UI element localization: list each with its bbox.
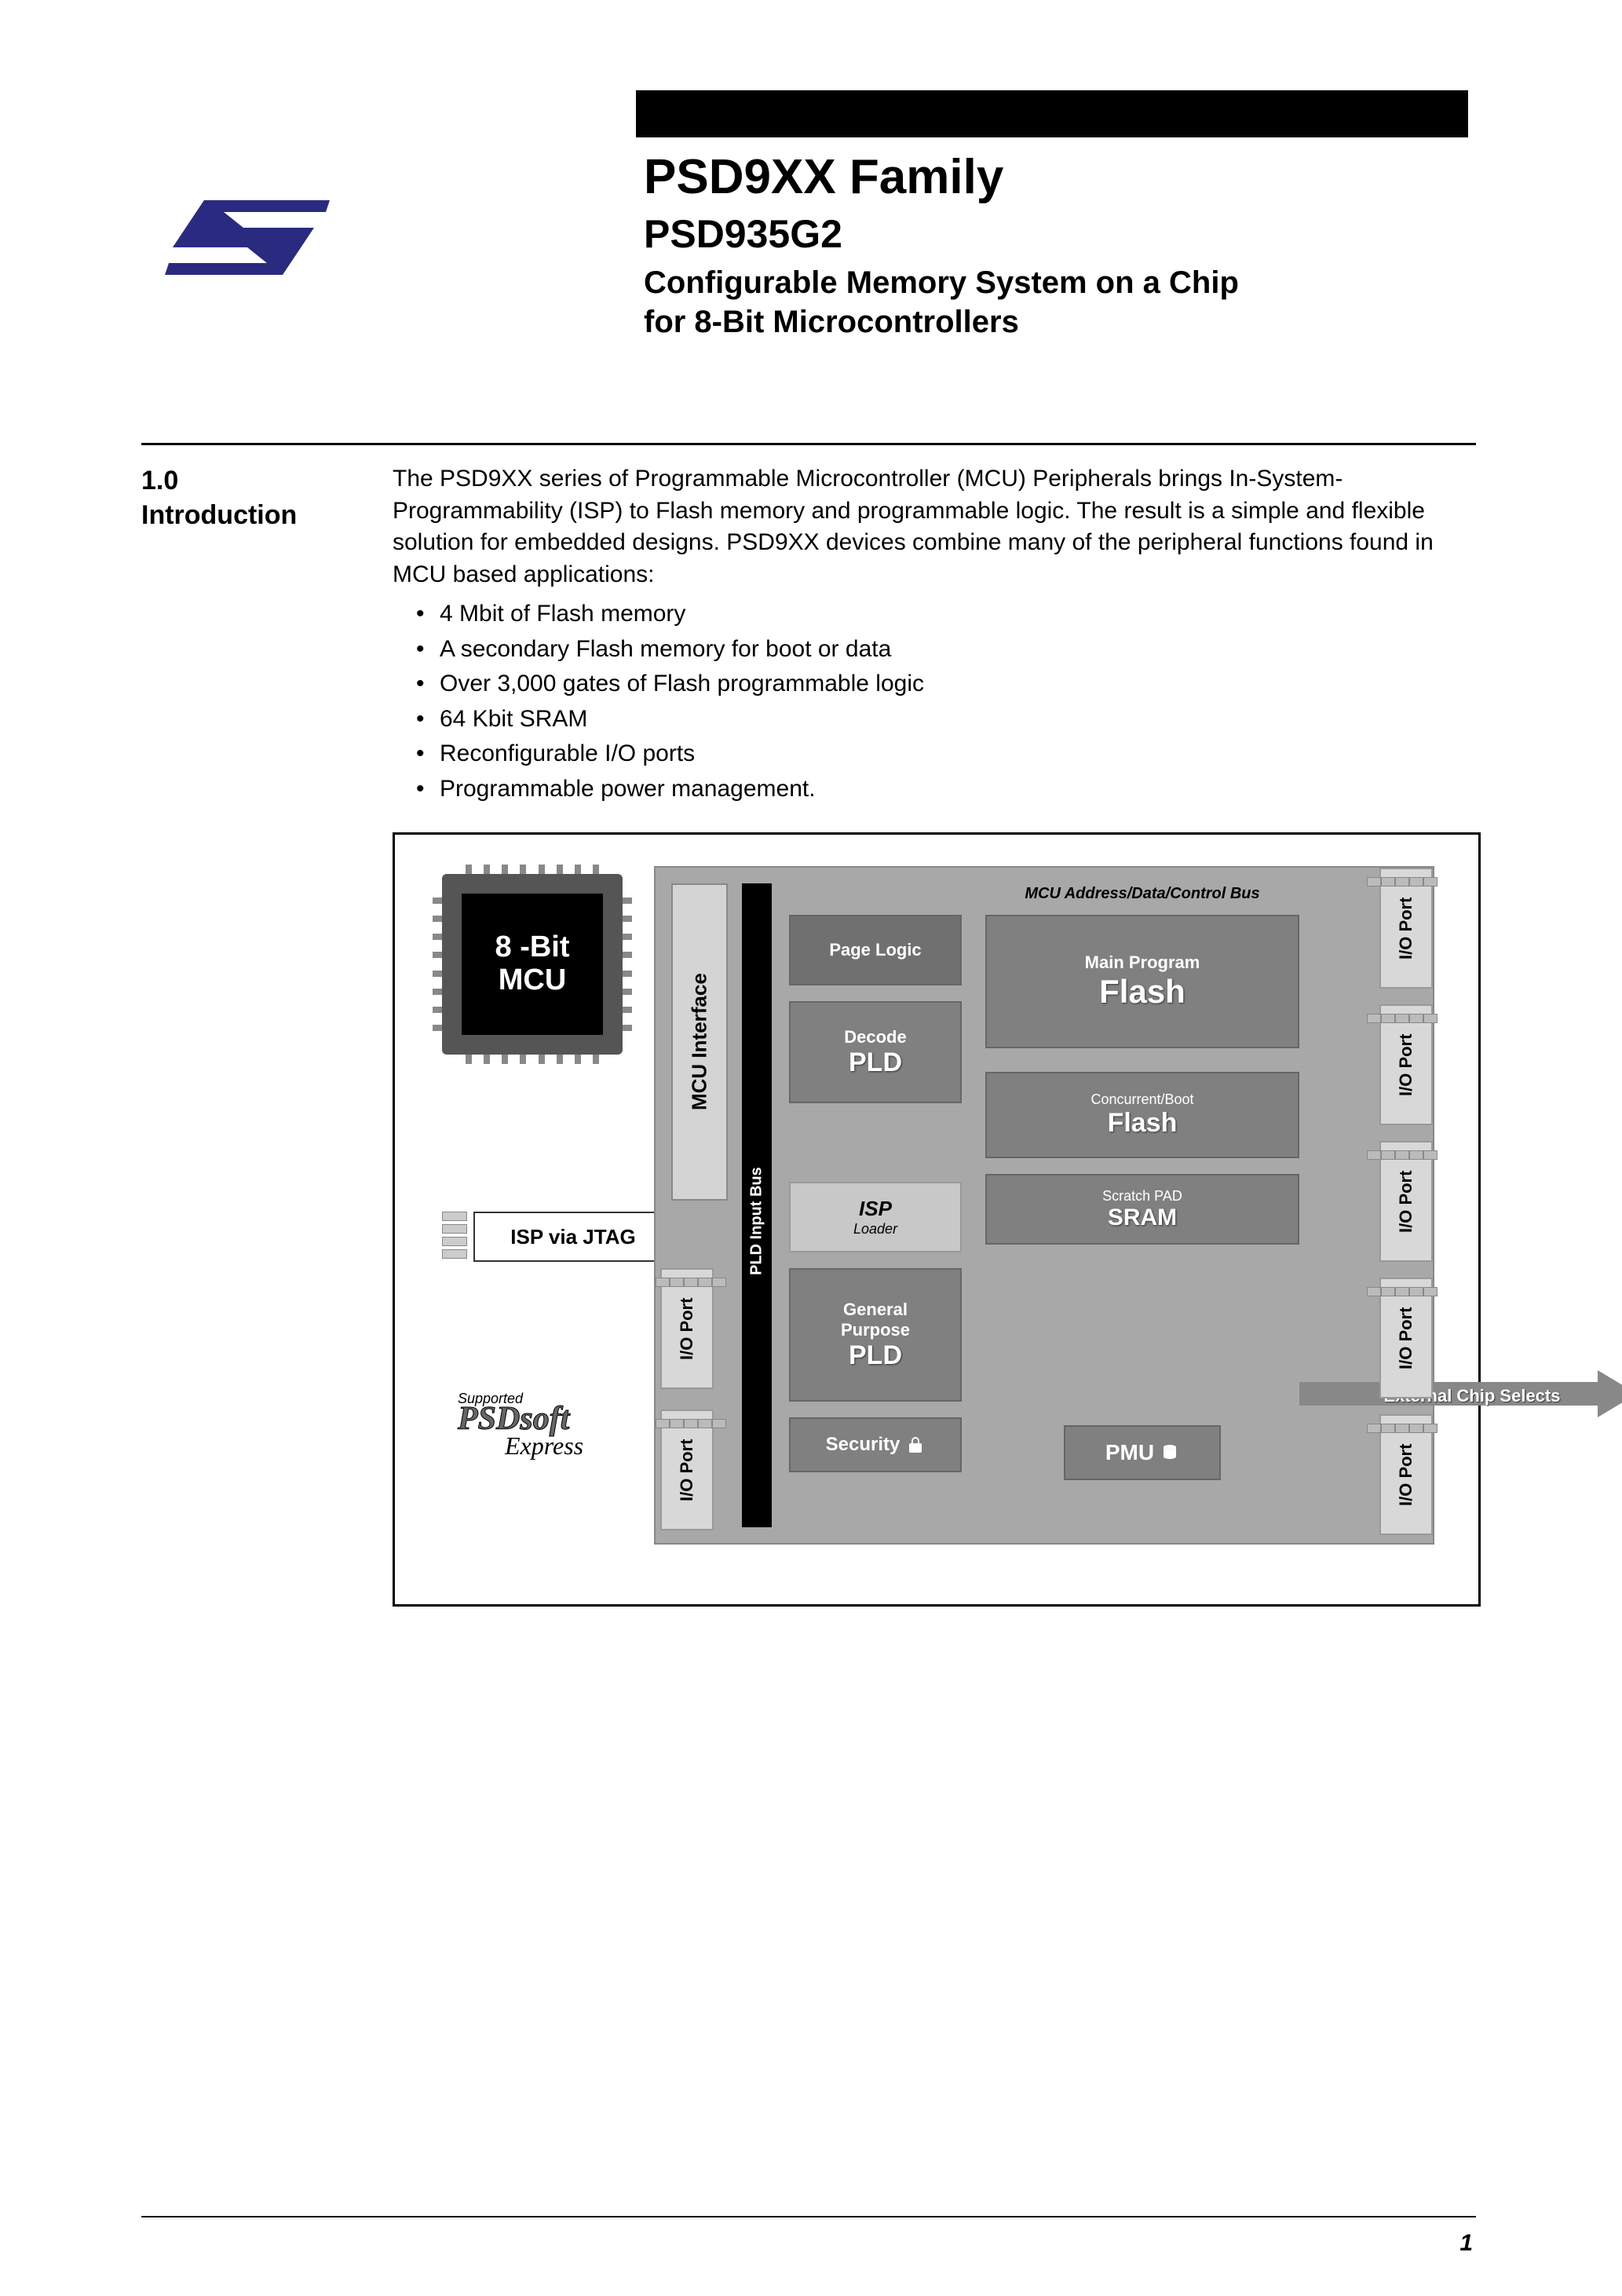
mcu-chip-label-2: MCU: [499, 963, 567, 996]
main-flash-label: Flash: [1099, 973, 1185, 1011]
security-block: Security: [789, 1417, 962, 1472]
boot-flash-label: Flash: [1108, 1108, 1178, 1139]
psdsoft-name: PSDsoft: [458, 1405, 583, 1435]
bullet-item: A secondary Flash memory for boot or dat…: [440, 634, 1476, 666]
bullet-item: 4 Mbit of Flash memory: [440, 598, 1476, 631]
general-label: General: [843, 1300, 908, 1320]
jtag-pins-icon: [442, 1212, 466, 1259]
lock-icon: [906, 1435, 925, 1454]
decode-pld-label: PLD: [849, 1047, 902, 1078]
isp-jtag-label: ISP via JTAG: [473, 1212, 673, 1262]
sram-label: SRAM: [1108, 1205, 1177, 1231]
purpose-label: Purpose: [841, 1320, 910, 1340]
security-label: Security: [826, 1434, 901, 1456]
block-diagram: 8 -Bit MCU ISP via JTAG Supported PSDsof…: [442, 866, 1431, 1573]
gp-pld-label: PLD: [849, 1340, 902, 1371]
psdsoft-logo: Supported PSDsoft Express: [458, 1392, 583, 1457]
bullet-item: 64 Kbit SRAM: [440, 704, 1476, 736]
main-flash-block: Main Program Flash: [985, 915, 1299, 1048]
database-icon: [1160, 1443, 1179, 1462]
io-ports-right: I/O Port I/O Port I/O Port I/O Port I/O …: [1379, 868, 1434, 1543]
io-port-block: I/O Port: [1379, 1278, 1433, 1398]
bullet-item: Programmable power management.: [440, 773, 1476, 806]
decode-label: Decode: [844, 1027, 906, 1047]
block-diagram-figure: 8 -Bit MCU ISP via JTAG Supported PSDsof…: [393, 832, 1481, 1607]
sram-block: Scratch PAD SRAM: [985, 1174, 1299, 1245]
st-logo: [149, 173, 353, 287]
memory-column: Main Program Flash Concurrent/Boot Flash…: [985, 883, 1299, 1480]
logic-column: Page Logic Decode PLD ISP Loader General…: [789, 883, 962, 1472]
decode-pld-block: Decode PLD: [789, 1001, 962, 1103]
io-port-block: I/O Port: [1379, 868, 1433, 989]
boot-flash-block: Concurrent/Boot Flash: [985, 1072, 1299, 1158]
isp-label: ISP: [859, 1197, 892, 1221]
page-logic-label: Page Logic: [829, 940, 921, 960]
page-number: 1: [1459, 2230, 1473, 2257]
general-pld-block: General Purpose PLD: [789, 1268, 962, 1402]
title-subtitle-2: for 8-Bit Microcontrollers: [644, 302, 1429, 342]
io-port-block: I/O Port: [660, 1268, 714, 1389]
datasheet-page: PSD9XX Family PSD935G2 Configurable Memo…: [0, 0, 1622, 2296]
pmu-block: PMU: [1064, 1425, 1221, 1480]
pmu-label: PMU: [1105, 1440, 1154, 1465]
title-block: PSD9XX Family PSD935G2 Configurable Memo…: [644, 149, 1429, 342]
horizontal-rule-bottom: [141, 2216, 1476, 2217]
mcu-chip: 8 -Bit MCU: [442, 874, 623, 1055]
psd-main-block: MCU Interface PLD Input Bus MCU Address/…: [654, 866, 1434, 1545]
section-title: Introduction: [141, 498, 361, 532]
section-heading: 1.0 Introduction: [141, 463, 361, 532]
concurrent-label: Concurrent/Boot: [1090, 1091, 1193, 1108]
psdsoft-express: Express: [458, 1435, 583, 1457]
io-port-block: I/O Port: [1379, 1141, 1433, 1262]
section-number: 1.0: [141, 463, 361, 498]
mcu-interface-block: MCU Interface: [671, 883, 728, 1201]
bullet-item: Reconfigurable I/O ports: [440, 738, 1476, 770]
isp-loader-label: Loader: [853, 1221, 897, 1238]
scratch-label: Scratch PAD: [1102, 1188, 1182, 1205]
mcu-chip-label-1: 8 -Bit: [495, 930, 570, 963]
title-part: PSD935G2: [644, 211, 1429, 257]
intro-paragraph: The PSD9XX series of Programmable Microc…: [393, 463, 1476, 590]
io-port-block: I/O Port: [660, 1409, 714, 1530]
io-port-block: I/O Port: [1379, 1414, 1433, 1535]
bullet-item: Over 3,000 gates of Flash programmable l…: [440, 668, 1476, 700]
main-program-label: Main Program: [1085, 952, 1200, 973]
io-port-block: I/O Port: [1379, 1004, 1433, 1125]
title-subtitle-1: Configurable Memory System on a Chip: [644, 263, 1429, 302]
feature-bullets: 4 Mbit of Flash memory A secondary Flash…: [393, 598, 1476, 805]
horizontal-rule-top: [141, 443, 1476, 445]
isp-loader-block: ISP Loader: [789, 1182, 962, 1252]
intro-body: The PSD9XX series of Programmable Microc…: [393, 463, 1476, 828]
title-family: PSD9XX Family: [644, 149, 1429, 205]
pld-input-bus-block: PLD Input Bus: [742, 883, 772, 1527]
page-logic-block: Page Logic: [789, 915, 962, 985]
header-black-bar: [636, 90, 1468, 137]
